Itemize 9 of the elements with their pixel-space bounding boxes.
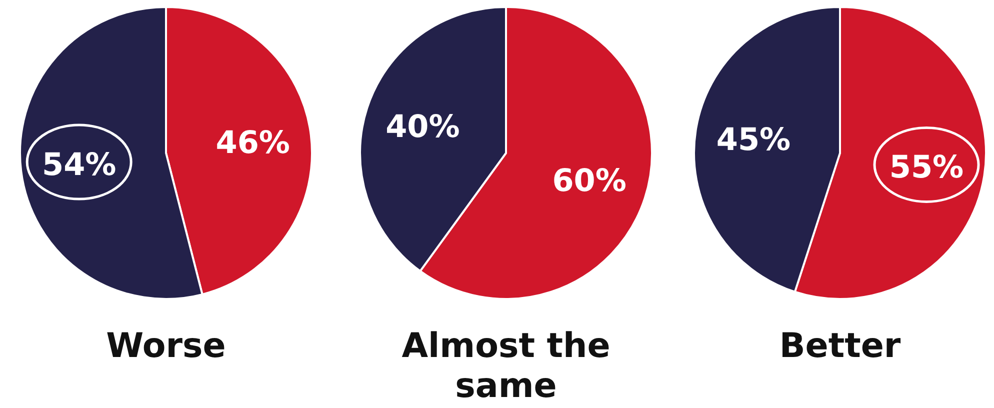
data-label: 46%: [216, 124, 290, 161]
text: Worse: [106, 326, 226, 366]
data-label: 45%: [716, 122, 791, 158]
data-label: 40%: [386, 108, 460, 145]
data-label: 55%: [889, 150, 964, 186]
data-label: 54%: [42, 146, 116, 183]
data-label: 60%: [552, 162, 626, 199]
text: Better: [779, 326, 901, 366]
text: Almost the same: [402, 326, 610, 406]
